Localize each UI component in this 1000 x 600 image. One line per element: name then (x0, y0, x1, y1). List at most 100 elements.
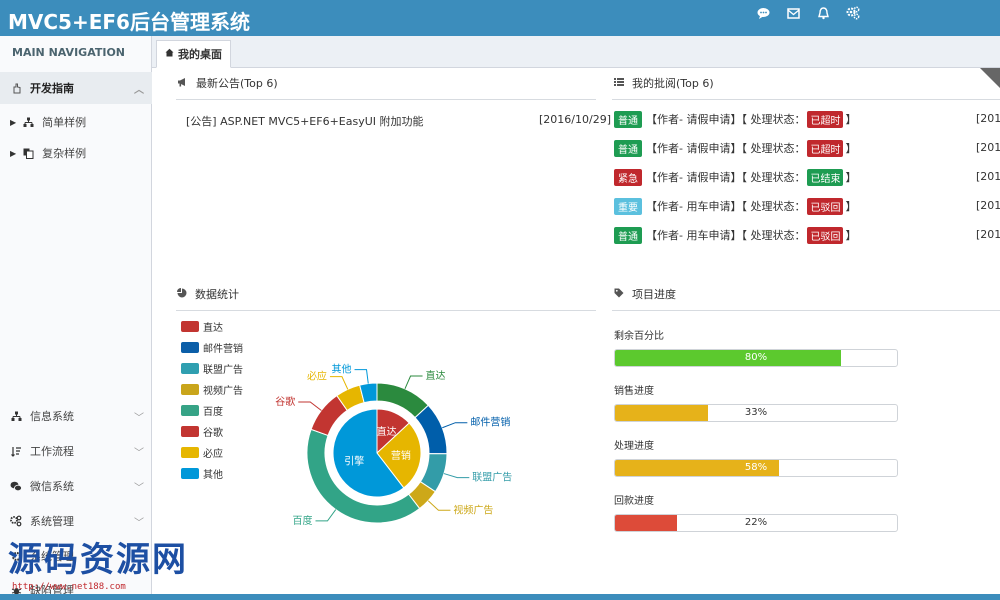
status-badge: 已超时 (807, 110, 844, 128)
sidebar-item-system-admin[interactable]: 系统管理 ﹀ (0, 505, 152, 537)
copy-icon (22, 147, 34, 159)
legend-swatch (181, 321, 199, 332)
legend-label: 联盟广告 (203, 365, 243, 376)
legend-item[interactable]: 直达 (181, 319, 223, 334)
caret-right-icon: ▶ (10, 148, 17, 158)
approval-row[interactable]: 普通 【作者- 请假申请】【 处理状态： 已超时】 (614, 139, 856, 157)
stats-title-text: 数据统计 (195, 288, 239, 301)
status-badge: 已驳回 (807, 197, 844, 215)
priority-badge: 普通 (614, 226, 642, 244)
legend-swatch (181, 426, 199, 437)
legend-label: 视频广告 (203, 386, 243, 397)
progress-fill (615, 460, 779, 476)
progress-bar: 80% (614, 349, 898, 367)
sidebar-item-label: 复杂样例 (42, 147, 87, 160)
approval-tail: 】 (845, 229, 857, 242)
tab-label: 我的桌面 (178, 48, 222, 61)
sidebar-item-label: 开发指南 (30, 82, 74, 95)
gears-icon[interactable] (846, 6, 860, 20)
bug-icon (10, 584, 22, 596)
notice-item[interactable]: [公告] ASP.NET MVC5+EF6+EasyUI 附加功能 (186, 115, 424, 128)
sidebar-item-label: 缺陷管理 (30, 584, 74, 597)
approval-row[interactable]: 普通 【作者- 用车申请】【 处理状态： 已驳回】 (614, 226, 857, 244)
priority-badge: 普通 (614, 139, 642, 157)
approval-info: 【作者- 用车申请】【 处理状态： (646, 200, 806, 213)
legend-item[interactable]: 必应 (181, 445, 223, 460)
status-badge: 已驳回 (807, 226, 844, 244)
priority-badge: 重要 (614, 197, 642, 215)
home-icon (165, 48, 174, 60)
sidebar: MAIN NAVIGATION 开发指南 ︿ ▶ 简单样例 ▶ 复杂样例 信息系… (0, 36, 152, 600)
legend-swatch (181, 447, 199, 458)
sidebar-item-info-system[interactable]: 信息系统 ﹀ (0, 400, 152, 432)
wechat-icon (10, 480, 22, 492)
approval-row[interactable]: 重要 【作者- 用车申请】【 处理状态： 已驳回】 (614, 197, 856, 215)
progress-bar: 33% (614, 404, 898, 422)
app-title[interactable]: MVC5+EF6后台管理系统 (8, 10, 250, 34)
mail-icon[interactable] (786, 6, 800, 20)
approval-tail: 】 (845, 113, 857, 126)
chevron-down-icon: ﹀ (134, 517, 144, 529)
notice-panel-title: 最新公告(Top 6) (177, 75, 278, 91)
sidebar-item-wechat[interactable]: 微信系统 ﹀ (0, 470, 152, 502)
tab-my-desktop[interactable]: 我的桌面 (156, 40, 231, 68)
approval-info: 【作者- 请假申请】【 处理状态： (646, 142, 806, 155)
legend-swatch (181, 363, 199, 374)
legend-label: 谷歌 (203, 428, 223, 439)
bullhorn-icon (177, 77, 188, 90)
sort-icon (10, 445, 22, 457)
priority-badge: 紧急 (614, 168, 642, 186)
legend-swatch (181, 342, 199, 353)
top-navbar: MVC5+EF6后台管理系统 (0, 0, 1000, 36)
sidebar-item-label: 信息系统 (30, 410, 74, 423)
pie-chart-icon (177, 287, 187, 301)
approval-date: [2016- (976, 199, 1000, 212)
approval-date: [2017- (976, 112, 1000, 125)
progress-value: 80% (744, 352, 768, 363)
approvals-title-text: 我的批阅(Top 6) (632, 77, 714, 90)
approval-info: 【作者- 请假申请】【 处理状态： (646, 171, 806, 184)
sidebar-item-label: 简单样例 (42, 116, 87, 129)
collapse-corner[interactable] (980, 68, 1000, 88)
approval-date: [2017- (976, 141, 1000, 154)
watermark-title: 源码资源网 (8, 540, 188, 580)
progress-label: 回款进度 (614, 496, 654, 507)
sidebar-item-system-admin-2[interactable]: 系统管理 (0, 540, 152, 572)
status-badge: 已结束 (807, 168, 844, 186)
sidebar-item-dev-guide[interactable]: 开发指南 ︿ (0, 72, 152, 104)
sidebar-item-workflow[interactable]: 工作流程 ﹀ (0, 435, 152, 467)
comment-icon[interactable] (756, 6, 770, 20)
legend-item[interactable]: 谷歌 (181, 424, 223, 439)
stats-divider (176, 310, 596, 311)
legend-item[interactable]: 联盟广告 (181, 361, 243, 376)
sidebar-item-bug-manage[interactable]: 缺陷管理 (0, 574, 152, 600)
chevron-down-icon: ﹀ (134, 447, 144, 459)
priority-badge: 普通 (614, 110, 642, 128)
bell-icon[interactable] (816, 6, 830, 20)
approval-tail: 】 (845, 171, 857, 184)
legend-label: 百度 (203, 407, 223, 418)
progress-panel-title: 项目进度 (614, 286, 676, 302)
sidebar-item-simple-sample[interactable]: ▶ 简单样例 (0, 106, 152, 138)
main-content (152, 68, 1000, 594)
legend-swatch (181, 405, 199, 416)
notice-title-text: 最新公告(Top 6) (196, 77, 278, 90)
progress-fill (615, 350, 841, 366)
approval-info: 【作者- 请假申请】【 处理状态： (646, 113, 806, 126)
chevron-up-icon: ︿ (134, 84, 144, 96)
notice-item-date: [2016/10/29] (539, 113, 611, 126)
legend-swatch (181, 468, 199, 479)
progress-label: 剩余百分比 (614, 331, 664, 342)
bottom-bar (0, 594, 1000, 600)
legend-item[interactable]: 视频广告 (181, 382, 243, 397)
approval-row[interactable]: 普通 【作者- 请假申请】【 处理状态： 已超时】 (614, 110, 857, 128)
cog-icon (10, 550, 22, 562)
legend-label: 邮件营销 (203, 344, 243, 355)
legend-label: 直达 (203, 323, 223, 334)
legend-item[interactable]: 百度 (181, 403, 223, 418)
approval-row[interactable]: 紧急 【作者- 请假申请】【 处理状态： 已结束】 (614, 168, 857, 186)
sidebar-item-complex-sample[interactable]: ▶ 复杂样例 (0, 137, 152, 169)
progress-bar: 58% (614, 459, 898, 477)
legend-item[interactable]: 邮件营销 (181, 340, 243, 355)
legend-item[interactable]: 其他 (181, 466, 223, 481)
